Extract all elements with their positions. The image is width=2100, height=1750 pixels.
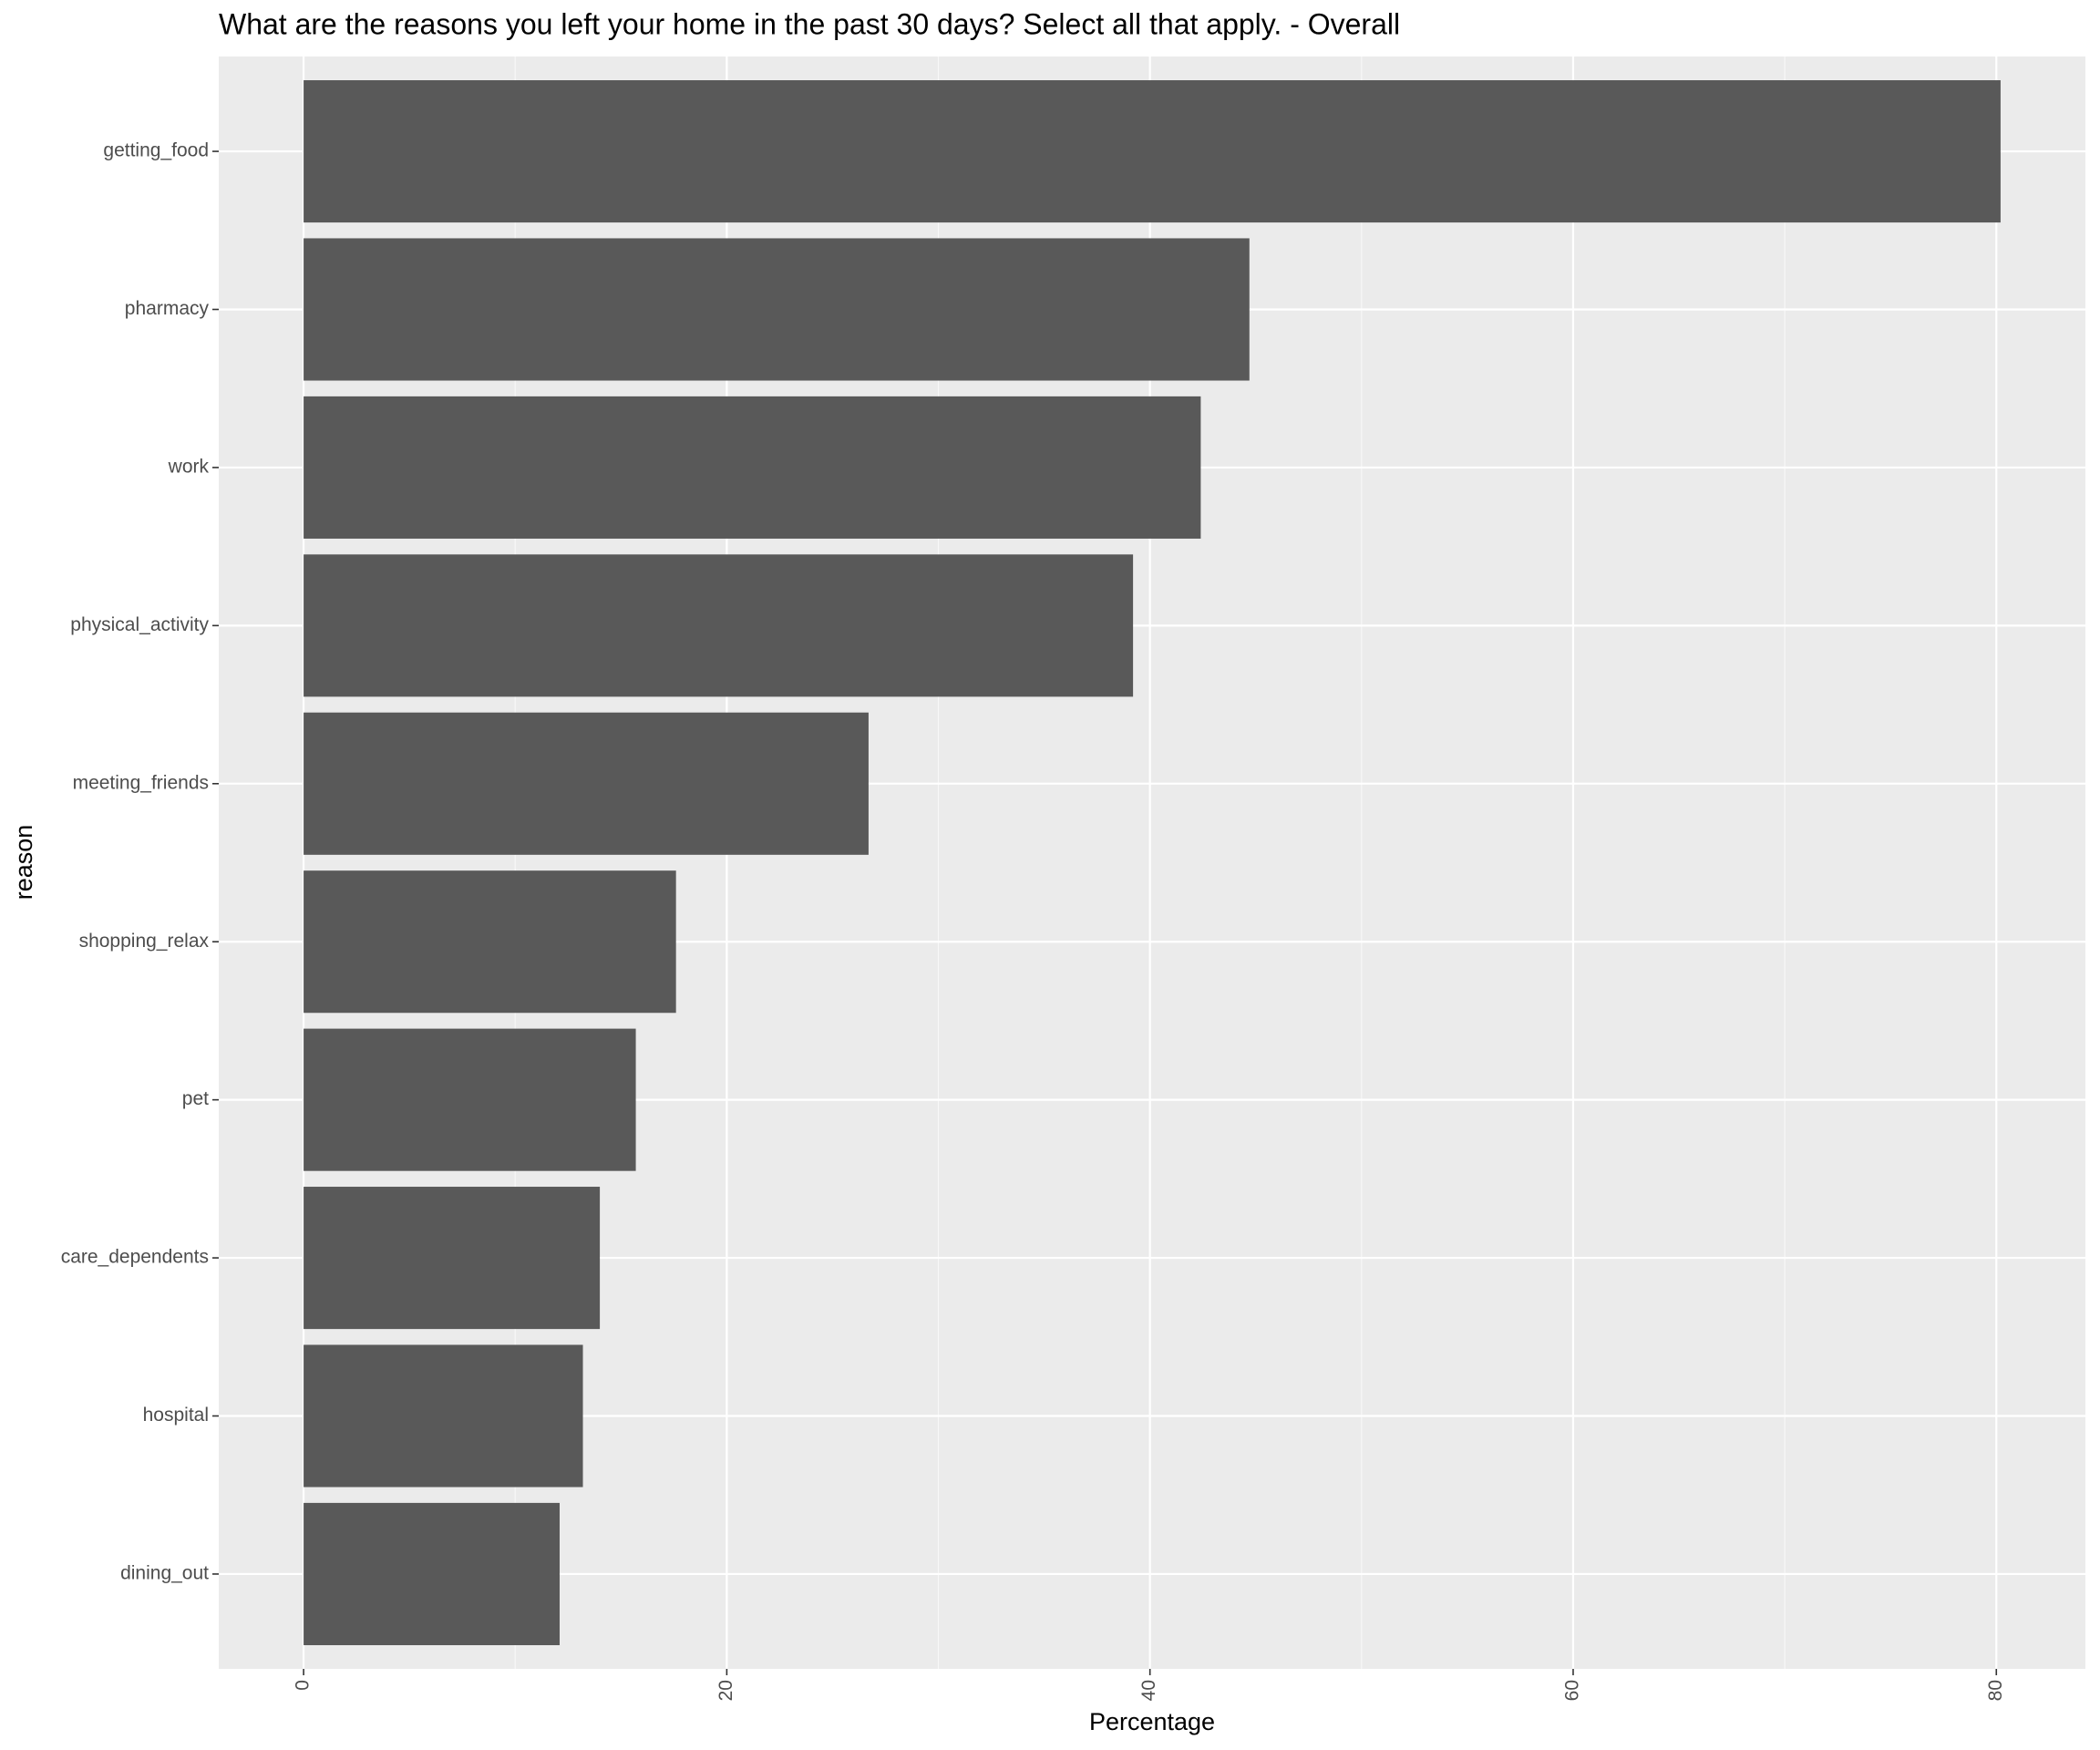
bar <box>304 238 1250 381</box>
y-axis-title: reason <box>10 825 37 901</box>
bar <box>304 80 2001 223</box>
y-tick-label: physical_activity <box>70 614 209 635</box>
x-tick-label: 80 <box>1985 1680 2006 1701</box>
chart-title: What are the reasons you left your home … <box>219 7 1400 40</box>
y-tick-label: pharmacy <box>125 298 210 319</box>
x-axis-title: Percentage <box>1089 1708 1215 1735</box>
bar <box>304 1187 601 1330</box>
bar <box>304 712 869 855</box>
x-tick-label: 0 <box>293 1680 314 1691</box>
bar <box>304 1502 560 1645</box>
bar <box>304 1028 636 1171</box>
bar <box>304 396 1201 539</box>
x-tick-label: 60 <box>1562 1680 1583 1701</box>
y-tick-label: shopping_relax <box>79 931 210 952</box>
y-tick-label: care_dependents <box>61 1247 209 1268</box>
bar <box>304 870 676 1014</box>
y-tick-label: dining_out <box>120 1562 209 1583</box>
bar <box>304 554 1134 697</box>
y-tick-label: getting_food <box>103 140 209 161</box>
x-tick-label: 20 <box>715 1680 736 1701</box>
y-tick-label: meeting_friends <box>73 772 209 793</box>
bar <box>304 1344 583 1488</box>
y-tick-label: hospital <box>143 1405 209 1426</box>
x-tick-label: 40 <box>1138 1680 1159 1701</box>
y-tick-label: pet <box>182 1088 209 1109</box>
y-tick-label: work <box>168 456 210 477</box>
